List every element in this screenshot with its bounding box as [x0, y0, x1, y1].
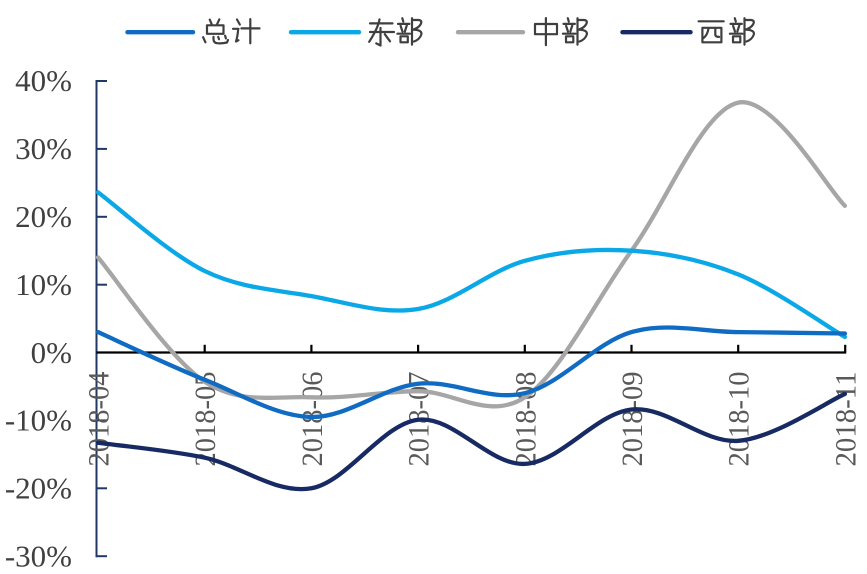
svg-text:2018-09: 2018-09	[616, 372, 649, 467]
svg-text:2018-04: 2018-04	[83, 372, 116, 467]
svg-text:-30%: -30%	[5, 538, 72, 573]
svg-text:-20%: -20%	[5, 471, 72, 506]
svg-text:40%: 40%	[15, 63, 72, 98]
svg-text:30%: 30%	[15, 131, 72, 166]
svg-text:0%: 0%	[31, 335, 72, 370]
svg-text:10%: 10%	[15, 267, 72, 302]
svg-text:2018-11: 2018-11	[829, 372, 862, 467]
svg-text:-10%: -10%	[5, 403, 72, 438]
svg-text:2018-10: 2018-10	[723, 372, 756, 467]
svg-text:20%: 20%	[15, 199, 72, 234]
